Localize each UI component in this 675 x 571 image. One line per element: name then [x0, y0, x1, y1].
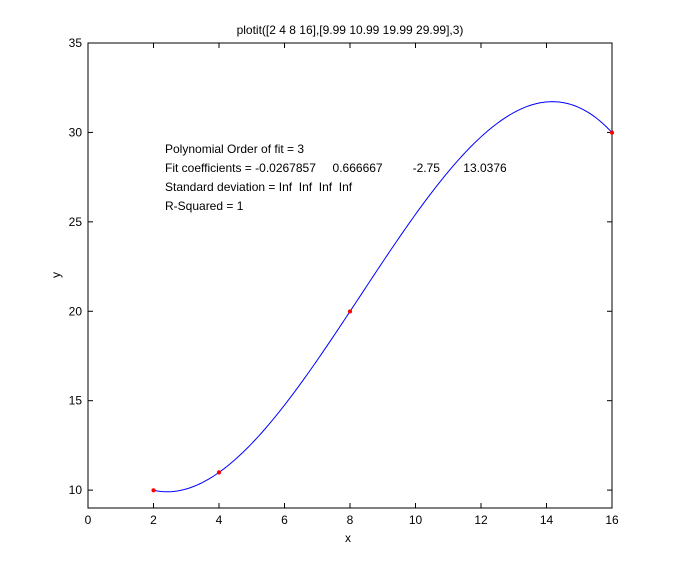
- x-tick-label: 4: [216, 513, 223, 527]
- x-axis: 0 2 4 6 8 10 12 14 16: [85, 43, 619, 527]
- x-tick-label: 14: [540, 513, 554, 527]
- y-tick-label: 30: [69, 125, 83, 139]
- data-point: [216, 470, 222, 475]
- y-axis-label: y: [49, 272, 63, 278]
- x-tick-label: 8: [347, 513, 354, 527]
- x-tick-label: 12: [474, 513, 488, 527]
- y-tick-label: 20: [69, 304, 83, 318]
- fit-annotation: Polynomial Order of fit = 3 Fit coeffici…: [165, 142, 507, 213]
- y-tick-label: 35: [69, 36, 83, 50]
- series-layer: [151, 101, 615, 493]
- chart-title: plotit([2 4 8 16],[9.99 10.99 19.99 29.9…: [237, 23, 464, 37]
- x-tick-label: 16: [605, 513, 619, 527]
- x-tick-label: 10: [409, 513, 423, 527]
- data-point: [151, 488, 156, 493]
- annotation-line: R-Squared = 1: [165, 199, 244, 213]
- y-tick-label: 25: [69, 215, 83, 229]
- y-axis: 10 15 20 25 30 35: [69, 36, 612, 497]
- annotation-line: Standard deviation = Inf Inf Inf Inf: [165, 180, 353, 194]
- y-tick-label: 15: [69, 394, 83, 408]
- data-point: [347, 309, 353, 314]
- x-tick-label: 0: [85, 513, 92, 527]
- annotation-line: Polynomial Order of fit = 3: [165, 142, 304, 156]
- axes-box: [87, 42, 613, 509]
- y-tick-label: 10: [69, 483, 83, 497]
- annotation-line: Fit coefficients = -0.0267857 0.666667 -…: [165, 161, 507, 175]
- x-axis-label: x: [345, 531, 351, 545]
- fit-curve-line: [153, 101, 613, 493]
- data-point: [609, 130, 615, 135]
- x-tick-label: 2: [150, 513, 157, 527]
- x-tick-label: 6: [281, 513, 288, 527]
